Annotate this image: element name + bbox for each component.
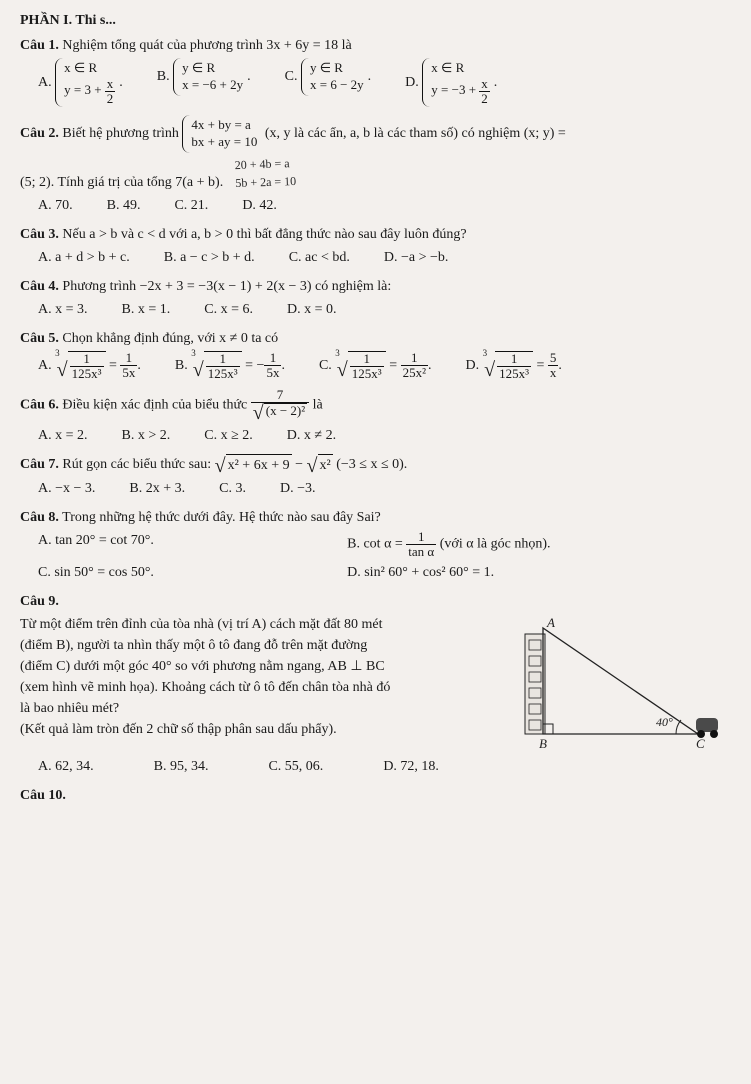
q8-opt-a: A. tan 20° = cot 70°.	[38, 530, 327, 558]
q2-text1: Biết hệ phương trình	[62, 126, 178, 141]
q9-opt-c: C. 55, 06.	[268, 756, 323, 777]
question-10: Câu 10.	[20, 785, 723, 806]
svg-text:B: B	[539, 736, 547, 751]
q4-opt-a: A. x = 3.	[38, 299, 88, 320]
q3-opt-d: D. −a > −b.	[384, 247, 449, 268]
q3-opt-a: A. a + d > b + c.	[38, 247, 130, 268]
question-4: Câu 4. Phương trình −2x + 3 = −3(x − 1) …	[20, 276, 723, 320]
q9-opt-b: B. 95, 34.	[154, 756, 209, 777]
blank-space	[20, 814, 723, 1074]
q9-figure: 40° A B C	[513, 614, 723, 754]
q5-opt-a: A. 3√1125x³ = 15x.	[38, 351, 141, 380]
question-1: Câu 1. Nghiệm tổng quát của phương trình…	[20, 35, 723, 107]
svg-text:A: A	[546, 615, 555, 630]
q7-opt-d: D. −3.	[280, 478, 316, 499]
q6-opt-b: B. x > 2.	[122, 425, 171, 446]
q7-opt-a: A. −x − 3.	[38, 478, 95, 499]
question-8: Câu 8. Trong những hệ thức dưới đây. Hệ …	[20, 507, 723, 583]
q4-opt-b: B. x = 1.	[122, 299, 171, 320]
question-9: Câu 9. Từ một điểm trên đỉnh của tòa nhà…	[20, 591, 723, 777]
question-2: Câu 2. Biết hệ phương trình 4x + by = ab…	[20, 115, 723, 216]
q6-opt-a: A. x = 2.	[38, 425, 88, 446]
q8-opt-d: D. sin² 60° + cos² 60° = 1.	[347, 562, 723, 583]
q1-number: Câu 1.	[20, 38, 59, 53]
q4-opt-d: D. x = 0.	[287, 299, 337, 320]
question-6: Câu 6. Điều kiện xác định của biểu thức …	[20, 388, 723, 446]
q1-opt-d: D. x ∈ R y = −3 + x2 .	[405, 58, 497, 107]
q8-opt-c: C. sin 50° = cos 50°.	[38, 562, 327, 583]
q5-opt-c: C. 3√1125x³ = 125x².	[319, 351, 432, 380]
handwriting: 20 + 4b = a5b + 2a = 10	[234, 154, 296, 192]
q2-opt-c: C. 21.	[174, 195, 208, 216]
svg-text:C: C	[696, 736, 705, 751]
q1-opt-c: C. y ∈ Rx = 6 − 2y .	[285, 58, 372, 107]
q2-number: Câu 2.	[20, 126, 59, 141]
q8-opt-b: B. cot α = 1tan α (với α là góc nhọn).	[347, 530, 723, 558]
q1-opt-b: B. y ∈ Rx = −6 + 2y .	[157, 58, 251, 107]
section-header: PHẦN I. Thi s...	[20, 10, 723, 31]
q2-opt-a: A. 70.	[38, 195, 73, 216]
svg-text:40°: 40°	[656, 715, 673, 729]
q4-opt-c: C. x = 6.	[204, 299, 253, 320]
q6-opt-d: D. x ≠ 2.	[287, 425, 336, 446]
q3-opt-c: C. ac < bd.	[289, 247, 350, 268]
q1-opt-a: A. x ∈ R y = 3 + x2 .	[38, 58, 123, 107]
q7-opt-c: C. 3.	[219, 478, 246, 499]
q6-opt-c: C. x ≥ 2.	[204, 425, 253, 446]
question-5: Câu 5. Chọn khẳng định đúng, với x ≠ 0 t…	[20, 328, 723, 380]
q5-opt-b: B. 3√1125x³ = −15x.	[175, 351, 285, 380]
question-3: Câu 3. Nếu a > b và c < d với a, b > 0 t…	[20, 224, 723, 268]
q2-opt-b: B. 49.	[107, 195, 141, 216]
question-7: Câu 7. Rút gọn các biểu thức sau: √x² + …	[20, 454, 723, 499]
q1-text: Nghiệm tổng quát của phương trình 3x + 6…	[62, 38, 351, 53]
q9-opt-d: D. 72, 18.	[383, 756, 439, 777]
q9-opt-a: A. 62, 34.	[38, 756, 94, 777]
q3-opt-b: B. a − c > b + d.	[164, 247, 255, 268]
q5-opt-d: D. 3√1125x³ = 5x.	[466, 351, 562, 380]
q7-opt-b: B. 2x + 3.	[129, 478, 185, 499]
q2-opt-d: D. 42.	[242, 195, 277, 216]
q2-line2: (5; 2). Tính giá trị của tổng 7(a + b).	[20, 175, 223, 190]
q2-text2: (x, y là các ẩn, a, b là các tham số) có…	[265, 126, 566, 141]
